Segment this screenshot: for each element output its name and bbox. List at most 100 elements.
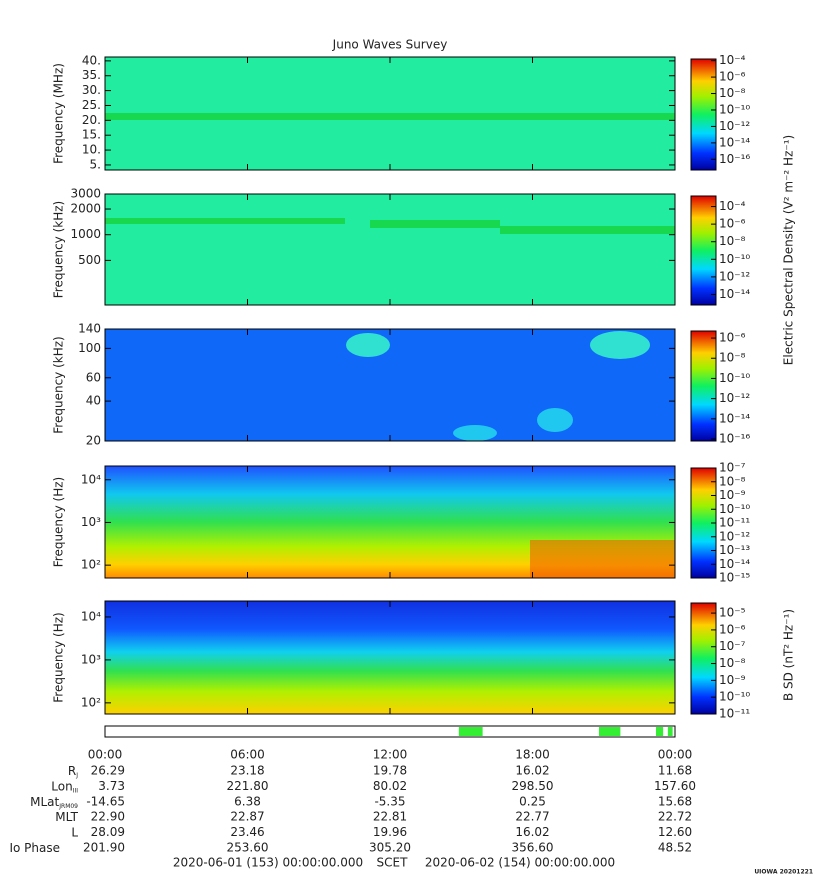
- colorbar: [690, 58, 717, 171]
- colorbar-tick-label: 10⁻⁸: [719, 656, 746, 670]
- panel-feature: [530, 540, 675, 578]
- row-value: 16.02: [515, 764, 549, 778]
- y-tick-label: 15.: [82, 128, 101, 142]
- colorbar-tick-label: 10⁻⁸: [719, 234, 746, 248]
- x-tick-label: 06:00: [230, 748, 265, 762]
- row-value: -5.35: [374, 794, 405, 808]
- colorbar-tick-label: 10⁻⁶: [719, 70, 746, 84]
- y-tick-label: 5.: [90, 157, 101, 171]
- coverage-segment: [599, 727, 621, 736]
- row-label: L: [71, 825, 78, 839]
- colorbar-tick-label: 10⁻⁸: [719, 351, 746, 365]
- colorbar-tick-label: 10⁻⁶: [719, 217, 746, 231]
- coverage-segment: [667, 727, 673, 736]
- row-value: 305.20: [369, 841, 411, 855]
- row-value: 23.18: [230, 764, 264, 778]
- colorbar-tick-label: 10⁻¹²: [719, 391, 750, 405]
- colorbar-tick-label: 10⁻¹⁵: [719, 571, 750, 585]
- y-tick-label: 10³: [81, 652, 101, 666]
- row-value: 0.25: [519, 794, 546, 808]
- row-label: RJ: [68, 764, 78, 779]
- colorbar-tick-label: 10⁻⁶: [719, 331, 746, 345]
- colorbar: [690, 602, 717, 715]
- spectrogram-images: [105, 57, 675, 714]
- y-tick-label: 25.: [82, 98, 101, 112]
- x-tick-label: 18:00: [515, 748, 550, 762]
- row-value: 11.68: [658, 764, 692, 778]
- colorbar-label: Electric Spectral Density (V² m⁻² Hz⁻¹): [782, 135, 796, 365]
- row-value: 298.50: [512, 779, 554, 793]
- row-value: 356.60: [512, 841, 554, 855]
- row-value: -14.65: [86, 794, 125, 808]
- row-value: 201.90: [83, 841, 125, 855]
- colorbar-tick-label: 10⁻⁹: [719, 488, 746, 502]
- panel-feature: [537, 408, 573, 432]
- y-tick-label: 2000: [70, 202, 101, 216]
- row-value: 22.87: [230, 810, 264, 824]
- colorbar: [690, 195, 717, 306]
- y-tick-label: 140: [78, 322, 101, 336]
- credit: UIOWA 20201221: [754, 869, 813, 876]
- colorbar-tick-label: 10⁻⁸: [719, 474, 746, 488]
- colorbar-tick-label: 10⁻¹⁴: [719, 557, 750, 571]
- panel-image: [105, 329, 675, 441]
- colorbar-tick-label: 10⁻¹⁰: [719, 690, 750, 704]
- y-tick-label: 500: [78, 253, 101, 267]
- row-value: 22.77: [515, 810, 549, 824]
- ephemeris: RJ 26.29 23.18 19.78 16.02 11.68 LonIII 3.73 221…: [9, 764, 696, 855]
- footer-start: 2020-06-01 (153) 00:00:00.000: [173, 856, 363, 870]
- row-value: 3.73: [98, 779, 125, 793]
- colorbar-label: B SD (nT² Hz⁻¹): [782, 609, 796, 701]
- colorbar-tick-label: 10⁻¹⁴: [719, 135, 750, 149]
- panel-feature: [105, 113, 675, 120]
- row-value: 6.38: [234, 794, 261, 808]
- colorbar-tick-label: 10⁻¹³: [719, 543, 750, 557]
- x-tick-label: 12:00: [373, 748, 408, 762]
- colorbar-tick-label: 10⁻⁴: [719, 53, 746, 67]
- title: Juno Waves Survey: [332, 38, 448, 52]
- colorbar-tick-label: 10⁻¹⁴: [719, 287, 750, 301]
- colorbar-tick-label: 10⁻⁶: [719, 622, 746, 636]
- colorbar-tick-label: 10⁻⁵: [719, 606, 746, 620]
- row-value: 12.60: [658, 825, 692, 839]
- row-value: 15.68: [658, 794, 692, 808]
- y-tick-label: 10²: [81, 558, 101, 572]
- row-value: 22.72: [658, 810, 692, 824]
- colorbar-tick-label: 10⁻¹⁰: [719, 102, 750, 116]
- panel-feature: [453, 425, 497, 441]
- y-tick-label: 20.: [82, 113, 101, 127]
- y-tick-label: 100: [78, 341, 101, 355]
- row-value: 19.78: [373, 764, 407, 778]
- coverage-segment: [458, 727, 483, 736]
- colorbar-tick-label: 10⁻¹²: [719, 269, 750, 283]
- y-axis-label: Frequency (kHz): [52, 336, 66, 433]
- row-value: 221.80: [227, 779, 269, 793]
- panel-feature: [346, 333, 390, 357]
- row-value: 16.02: [515, 825, 549, 839]
- panel-feature: [370, 220, 500, 228]
- colorbar-tick-label: 10⁻¹⁶: [719, 431, 750, 445]
- panel-feature: [590, 331, 650, 359]
- colorbar-tick-label: 10⁻¹¹: [719, 516, 750, 530]
- colorbar: [690, 330, 717, 442]
- y-tick-label: 35.: [82, 68, 101, 82]
- colorbar-tick-label: 10⁻¹⁰: [719, 252, 750, 266]
- colorbar-tick-label: 10⁻¹⁶: [719, 152, 750, 166]
- row-value: 22.81: [373, 810, 407, 824]
- colorbar-tick-label: 10⁻⁴: [719, 199, 746, 213]
- y-tick-label: 10³: [81, 515, 101, 529]
- row-label: MLT: [55, 810, 78, 824]
- row-label: Io Phase: [9, 841, 60, 855]
- panel-image: [105, 601, 675, 714]
- colorbar-tick-label: 10⁻⁸: [719, 86, 746, 100]
- y-axis-label: Frequency (Hz): [52, 477, 66, 568]
- y-axis-label: Frequency (MHz): [52, 63, 66, 164]
- y-tick-label: 60: [86, 370, 101, 384]
- row-label: MLatJRM09: [30, 794, 78, 809]
- coverage-frame: [104, 725, 676, 738]
- y-tick-label: 10⁴: [81, 472, 101, 486]
- row-value: 80.02: [373, 779, 407, 793]
- panel-feature: [500, 226, 675, 234]
- y-axis-label: Frequency (Hz): [52, 612, 66, 703]
- y-axis-label: Frequency (kHz): [52, 201, 66, 298]
